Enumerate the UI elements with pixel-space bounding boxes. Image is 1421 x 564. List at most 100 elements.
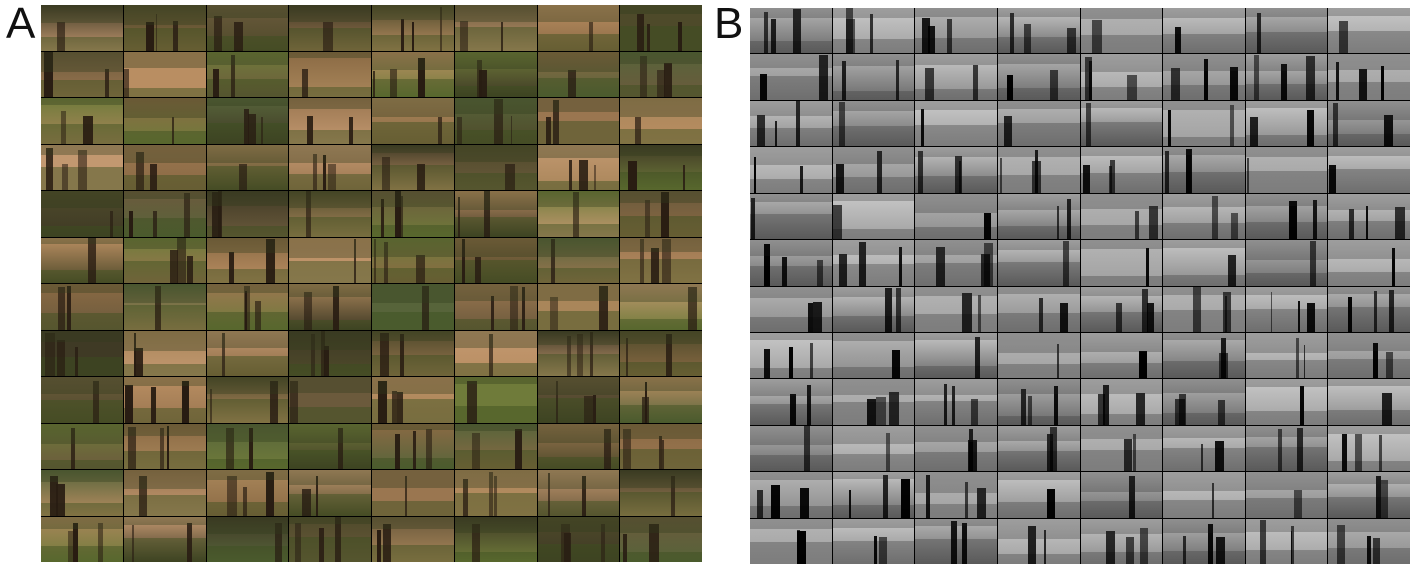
scene-thumbnail [454, 284, 537, 330]
depth-thumbnail [1163, 100, 1245, 147]
depth-thumbnail [997, 332, 1080, 379]
scene-thumbnail [206, 470, 289, 516]
scene-thumbnail [289, 516, 371, 562]
scene-thumbnail [620, 423, 702, 469]
depth-thumbnail [832, 425, 915, 472]
scene-thumbnail [206, 144, 289, 190]
depth-thumbnail [832, 332, 915, 379]
depth-thumbnail [1163, 286, 1245, 332]
scene-thumbnail [41, 377, 123, 423]
scene-thumbnail [289, 51, 371, 97]
depth-thumbnail [750, 240, 832, 286]
panel-a-label: A [6, 0, 36, 48]
depth-thumbnail [832, 100, 915, 147]
scene-thumbnail [372, 51, 454, 97]
depth-thumbnail [750, 54, 832, 100]
scene-thumbnail [454, 144, 537, 190]
depth-thumbnail [750, 425, 832, 472]
depth-thumbnail [1245, 518, 1328, 564]
scene-thumbnail [123, 98, 206, 144]
scene-thumbnail [454, 330, 537, 376]
depth-thumbnail [1245, 8, 1328, 54]
depth-thumbnail [915, 193, 997, 240]
scene-thumbnail [372, 377, 454, 423]
scene-thumbnail [289, 5, 371, 51]
scene-thumbnail [372, 516, 454, 562]
depth-thumbnail [832, 379, 915, 425]
depth-thumbnail [750, 379, 832, 425]
panel-a-photo-grid [41, 5, 702, 562]
scene-thumbnail [123, 191, 206, 237]
scene-thumbnail [41, 330, 123, 376]
depth-thumbnail [1245, 240, 1328, 286]
depth-thumbnail [1080, 54, 1163, 100]
scene-thumbnail [537, 377, 620, 423]
depth-thumbnail [1245, 147, 1328, 193]
scene-thumbnail [206, 5, 289, 51]
scene-thumbnail [41, 284, 123, 330]
depth-thumbnail [915, 240, 997, 286]
depth-thumbnail [832, 8, 915, 54]
scene-thumbnail [206, 237, 289, 283]
scene-thumbnail [372, 284, 454, 330]
depth-thumbnail [832, 472, 915, 518]
depth-thumbnail [832, 518, 915, 564]
scene-thumbnail [372, 330, 454, 376]
scene-thumbnail [206, 377, 289, 423]
depth-thumbnail [1328, 379, 1410, 425]
scene-thumbnail [537, 516, 620, 562]
depth-thumbnail [915, 379, 997, 425]
depth-thumbnail [1245, 100, 1328, 147]
scene-thumbnail [537, 98, 620, 144]
scene-thumbnail [537, 330, 620, 376]
depth-thumbnail [1163, 379, 1245, 425]
scene-thumbnail [537, 470, 620, 516]
depth-thumbnail [997, 147, 1080, 193]
depth-thumbnail [1080, 518, 1163, 564]
scene-thumbnail [123, 516, 206, 562]
depth-thumbnail [1328, 286, 1410, 332]
depth-thumbnail [1080, 8, 1163, 54]
panel-b-depth-grid [750, 8, 1410, 564]
depth-thumbnail [1080, 332, 1163, 379]
scene-thumbnail [41, 470, 123, 516]
depth-thumbnail [1080, 100, 1163, 147]
scene-thumbnail [41, 144, 123, 190]
scene-thumbnail [123, 377, 206, 423]
scene-thumbnail [289, 284, 371, 330]
depth-thumbnail [832, 286, 915, 332]
depth-thumbnail [997, 379, 1080, 425]
depth-thumbnail [1080, 425, 1163, 472]
scene-thumbnail [620, 5, 702, 51]
scene-thumbnail [620, 144, 702, 190]
depth-thumbnail [750, 332, 832, 379]
scene-thumbnail [372, 5, 454, 51]
scene-thumbnail [123, 470, 206, 516]
depth-thumbnail [915, 54, 997, 100]
scene-thumbnail [206, 284, 289, 330]
scene-thumbnail [620, 51, 702, 97]
depth-thumbnail [1245, 332, 1328, 379]
scene-thumbnail [206, 191, 289, 237]
scene-thumbnail [372, 98, 454, 144]
scene-thumbnail [537, 5, 620, 51]
depth-thumbnail [915, 100, 997, 147]
scene-thumbnail [537, 237, 620, 283]
depth-thumbnail [997, 425, 1080, 472]
scene-thumbnail [123, 51, 206, 97]
scene-thumbnail [289, 377, 371, 423]
depth-thumbnail [750, 147, 832, 193]
depth-thumbnail [997, 240, 1080, 286]
depth-thumbnail [1328, 8, 1410, 54]
scene-thumbnail [206, 423, 289, 469]
scene-thumbnail [620, 237, 702, 283]
depth-thumbnail [915, 332, 997, 379]
panel-b-label: B [714, 0, 744, 48]
depth-thumbnail [997, 286, 1080, 332]
depth-thumbnail [997, 518, 1080, 564]
scene-thumbnail [537, 284, 620, 330]
depth-thumbnail [1080, 472, 1163, 518]
depth-thumbnail [997, 472, 1080, 518]
depth-thumbnail [1163, 332, 1245, 379]
depth-thumbnail [750, 286, 832, 332]
